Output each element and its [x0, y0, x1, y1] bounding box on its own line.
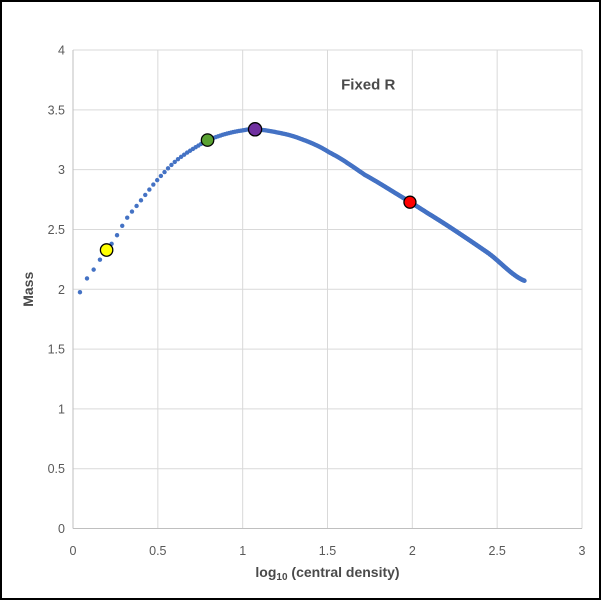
- y-tick-label: 2.5: [48, 223, 65, 237]
- x-tick-labels: 0 0.5 1 1.5 2 2.5 3: [70, 544, 586, 558]
- curve-dot: [143, 192, 148, 198]
- y-tick-label: 0: [58, 522, 65, 536]
- y-tick-label: 1: [58, 402, 65, 416]
- curve-dot: [134, 203, 139, 209]
- curve-dot-series: [77, 127, 527, 295]
- red-marker: [403, 195, 417, 209]
- curve-dot: [125, 215, 130, 220]
- x-tick-label: 3: [579, 544, 586, 558]
- curve-dot: [169, 162, 174, 168]
- curve-dot: [77, 290, 83, 295]
- x-tick-label: 2: [409, 544, 416, 558]
- y-axis-title: Mass: [20, 272, 36, 307]
- yellow-marker: [99, 243, 114, 257]
- curve-dot: [154, 177, 160, 183]
- x-tick-label: 0: [70, 544, 77, 558]
- x-tick-label: 1.5: [319, 544, 336, 558]
- curve-dot: [162, 169, 167, 175]
- curve-dot: [147, 187, 152, 192]
- y-tick-label: 4: [58, 44, 65, 58]
- curve-dot: [158, 173, 164, 179]
- curve-dot: [97, 257, 103, 262]
- chart-annotation: Fixed R: [341, 77, 395, 94]
- curve-dot: [165, 166, 171, 171]
- curve-dot: [522, 278, 527, 283]
- y-tick-label: 1.5: [48, 343, 65, 357]
- x-tick-label: 1: [239, 544, 246, 558]
- x-axis-title: log10 (central density): [255, 564, 399, 583]
- curve-dot: [151, 182, 156, 187]
- curve-dot: [175, 157, 181, 162]
- y-tick-label: 2: [58, 283, 65, 297]
- curve-dot: [114, 233, 120, 238]
- green-marker: [200, 133, 215, 147]
- curve-dot: [178, 154, 184, 160]
- y-tick-label: 0.5: [48, 462, 65, 476]
- purple-marker: [247, 122, 263, 137]
- axis-lines: [72, 50, 582, 529]
- y-tick-label: 3.5: [48, 103, 65, 117]
- highlight-markers: [99, 122, 417, 257]
- curve-dot: [172, 159, 177, 165]
- gridlines: [73, 49, 583, 529]
- y-tick-labels: 0 0.5 1 1.5 2 2.5 3 3.5 4: [48, 44, 65, 537]
- curve-dot: [84, 276, 90, 281]
- curve-dot: [120, 223, 125, 229]
- x-tick-label: 0.5: [149, 544, 166, 558]
- x-tick-label: 2.5: [488, 544, 505, 558]
- curve-dot: [129, 209, 135, 214]
- curve-dot: [138, 198, 144, 203]
- curve-dot: [91, 267, 96, 272]
- y-tick-label: 3: [58, 163, 65, 177]
